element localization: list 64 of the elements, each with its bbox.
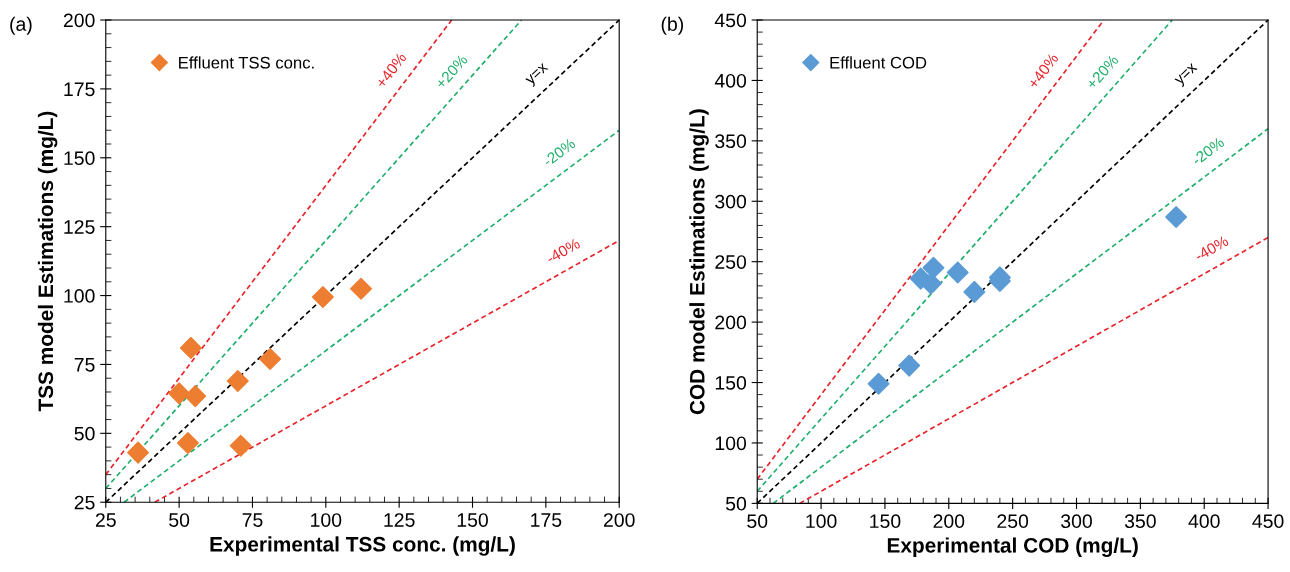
- x-tick-label: 450: [1252, 514, 1284, 529]
- x-tick-label: 100: [311, 513, 342, 527]
- x-tick-label: 200: [603, 513, 635, 527]
- point: [946, 261, 969, 284]
- point: [226, 369, 249, 392]
- x-tick-label: 50: [747, 514, 768, 529]
- y-tick-label: 125: [64, 220, 95, 234]
- y-axis-title: COD model Estimations (mg/L): [689, 109, 709, 415]
- point: [350, 277, 373, 300]
- x-tick-label: 350: [1124, 514, 1156, 529]
- x-tick-label: 300: [1061, 514, 1092, 529]
- y-tick-label: 150: [715, 375, 747, 390]
- point: [127, 441, 150, 464]
- x-tick-label: 75: [242, 513, 263, 527]
- text: -20%: [1191, 136, 1225, 166]
- legend-label: Effluent TSS conc.: [179, 56, 314, 69]
- point: [259, 347, 282, 370]
- x-tick-label: 200: [933, 514, 965, 529]
- y-tick-label: 100: [64, 289, 95, 303]
- text: -40%: [545, 237, 581, 265]
- point: [922, 256, 945, 279]
- y-tick-label: 200: [715, 315, 747, 330]
- x-tick-label: 50: [169, 513, 190, 527]
- y-tick-label: 50: [74, 426, 95, 441]
- point: [229, 434, 252, 457]
- point: [179, 336, 202, 359]
- point: [311, 285, 334, 308]
- x-tick-label: 125: [384, 513, 415, 527]
- point: [963, 280, 986, 303]
- y-axis-title: TSS model Estimations (mg/L): [37, 111, 58, 412]
- y-tick-label: 200: [63, 13, 95, 28]
- point: [184, 385, 207, 408]
- y-tick-label: 150: [64, 151, 95, 166]
- x-tick-label: 150: [870, 514, 901, 529]
- y-tick-label: 250: [715, 255, 747, 269]
- point: [898, 354, 921, 377]
- text: (a): [10, 16, 32, 35]
- text: (b): [661, 16, 684, 35]
- y-tick-label: 175: [64, 82, 95, 97]
- y-tick-label: 300: [715, 194, 747, 209]
- y-tick-label: 400: [714, 73, 747, 88]
- text: y=x: [525, 62, 551, 88]
- y-tick-label: 450: [714, 13, 747, 28]
- y-tick-label: 50: [725, 496, 747, 511]
- x-axis-title: Experimental COD (mg/L): [887, 537, 1138, 557]
- point: [176, 431, 199, 454]
- y-tick-label: 100: [715, 436, 747, 451]
- x-tick-label: 175: [531, 513, 562, 527]
- y-tick-label: 350: [715, 134, 747, 149]
- x-axis-title: Experimental TSS conc. (mg/L): [210, 536, 515, 556]
- point: [867, 372, 890, 395]
- point: [1165, 205, 1188, 228]
- text: -40%: [1193, 235, 1230, 262]
- x-tick-label: 25: [95, 513, 116, 527]
- x-tick-label: 250: [997, 514, 1029, 529]
- text: y=x: [1174, 62, 1200, 88]
- x-tick-label: 400: [1188, 514, 1220, 529]
- text: -20%: [542, 137, 577, 167]
- x-tick-label: 100: [806, 514, 837, 529]
- y-tick-label: 75: [74, 358, 95, 372]
- y-tick-label: 25: [74, 495, 95, 510]
- legend-label: Effluent COD: [830, 56, 927, 69]
- x-tick-label: 150: [457, 513, 488, 527]
- point: [168, 382, 191, 405]
